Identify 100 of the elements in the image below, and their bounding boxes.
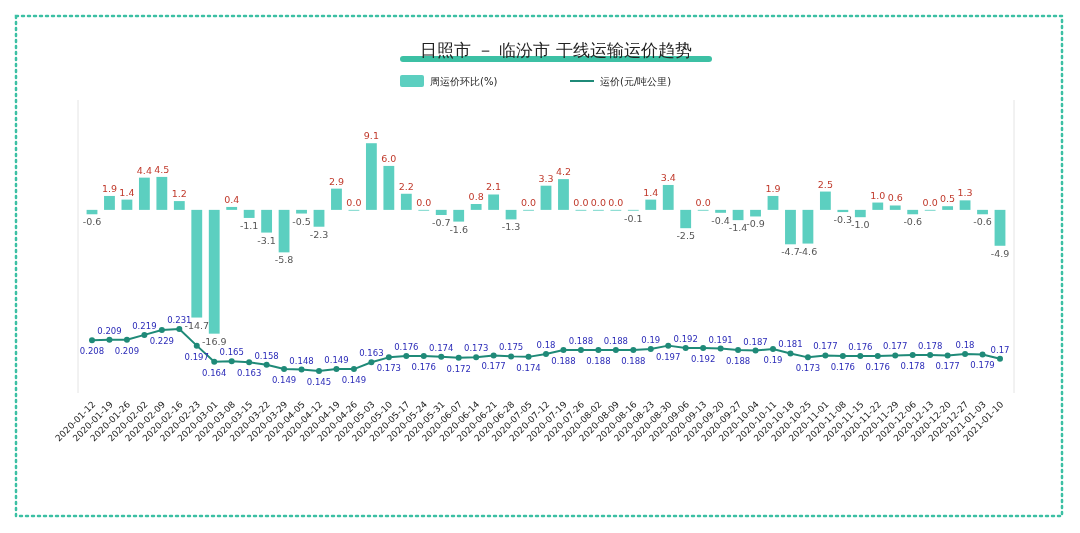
bar: [261, 209, 273, 233]
data-label: 0.191: [708, 334, 733, 345]
point: [123, 336, 130, 343]
data-label: -4.9: [990, 247, 1010, 259]
data-label: 0.181: [778, 339, 803, 350]
data-label: -0.4: [711, 214, 730, 226]
data-label: 0.17: [990, 344, 1010, 355]
bar: [453, 209, 465, 222]
bar: [470, 204, 482, 210]
chart-title: 日照市 － 临汾市 干线运输运价趋势: [420, 40, 692, 60]
point: [333, 366, 340, 373]
point: [962, 350, 969, 357]
bar: [715, 209, 727, 213]
data-label: 1.4: [119, 186, 135, 198]
point: [700, 345, 707, 352]
data-label: 0.173: [463, 343, 489, 354]
data-label: -1.4: [728, 222, 748, 234]
data-label: 0.176: [865, 361, 890, 372]
point: [89, 337, 95, 344]
point: [385, 354, 392, 361]
point: [665, 342, 672, 349]
bar: [802, 209, 814, 244]
data-label: 0.197: [656, 351, 681, 362]
data-label: 2.2: [398, 180, 414, 192]
data-label: -4.7: [781, 246, 800, 258]
data-label: -0.9: [746, 218, 765, 230]
data-label: 0.0: [573, 196, 589, 208]
point: [839, 352, 846, 359]
bar: [243, 209, 255, 218]
bar: [994, 209, 1006, 246]
data-label: 0.6: [887, 192, 903, 204]
point: [787, 350, 794, 357]
point: [630, 347, 637, 354]
data-label: 0.149: [271, 375, 297, 386]
data-label: 0.19: [641, 335, 661, 346]
data-label: 0.165: [219, 347, 244, 358]
bar: [837, 209, 849, 213]
data-label: 0.177: [883, 341, 908, 352]
data-label: 0.177: [935, 361, 960, 372]
point: [403, 352, 410, 359]
data-label: 0.177: [481, 361, 506, 372]
legend-label: 运价(元/吨公里): [600, 76, 672, 87]
data-label: 0.163: [236, 368, 262, 379]
data-label: -1.0: [851, 219, 870, 231]
data-label: 0.176: [830, 361, 856, 372]
bar: [138, 177, 150, 210]
bar: [365, 143, 377, 210]
data-label: 0.174: [429, 342, 454, 353]
data-label: 0.176: [848, 341, 873, 352]
point: [350, 366, 357, 373]
point: [735, 347, 742, 354]
bar: [680, 209, 692, 229]
point: [455, 354, 462, 361]
data-label: 0.158: [254, 350, 279, 361]
data-label: 0.187: [743, 336, 768, 347]
bar: [278, 209, 290, 253]
bar: [645, 199, 657, 210]
bar: [785, 209, 796, 245]
data-label: -2.5: [676, 230, 695, 242]
data-label: 0.208: [79, 346, 105, 357]
bar: [942, 206, 954, 210]
bar: [750, 209, 761, 217]
data-label: 0.172: [446, 363, 471, 374]
bar: [313, 209, 325, 227]
data-label: 0.209: [97, 325, 122, 336]
point: [682, 345, 689, 352]
bar: [558, 179, 569, 210]
data-label: 0.4: [224, 193, 240, 205]
data-label: 1.3: [957, 187, 973, 199]
bar: [226, 206, 238, 210]
data-label: -0.5: [292, 215, 311, 227]
point: [246, 359, 253, 366]
bar: [208, 209, 220, 334]
data-label: 0.0: [416, 196, 432, 208]
data-label: 0.0: [922, 196, 938, 208]
data-label: -16.9: [201, 335, 227, 347]
data-label: 3.3: [538, 172, 554, 184]
data-label: 0.197: [184, 351, 209, 362]
point: [595, 347, 602, 354]
point: [857, 352, 864, 359]
bar: [296, 209, 307, 214]
point: [717, 345, 724, 352]
data-label: -0.3: [833, 214, 853, 226]
data-label: 6.0: [381, 152, 397, 164]
bar: [173, 201, 185, 210]
point: [647, 346, 654, 353]
data-label: 0.188: [725, 356, 751, 367]
point: [508, 353, 515, 360]
point: [997, 355, 1003, 362]
bar: [977, 209, 988, 215]
data-label: -4.6: [798, 245, 818, 257]
data-label: 0.178: [917, 340, 943, 351]
legend-label: 周运价环比(%): [430, 76, 498, 87]
bar: [959, 200, 971, 210]
data-label: 0.192: [673, 334, 698, 345]
point: [944, 352, 951, 359]
bar: [889, 205, 901, 210]
point: [176, 326, 183, 333]
data-label: 1.9: [765, 182, 781, 194]
data-label: 0.176: [394, 341, 419, 352]
